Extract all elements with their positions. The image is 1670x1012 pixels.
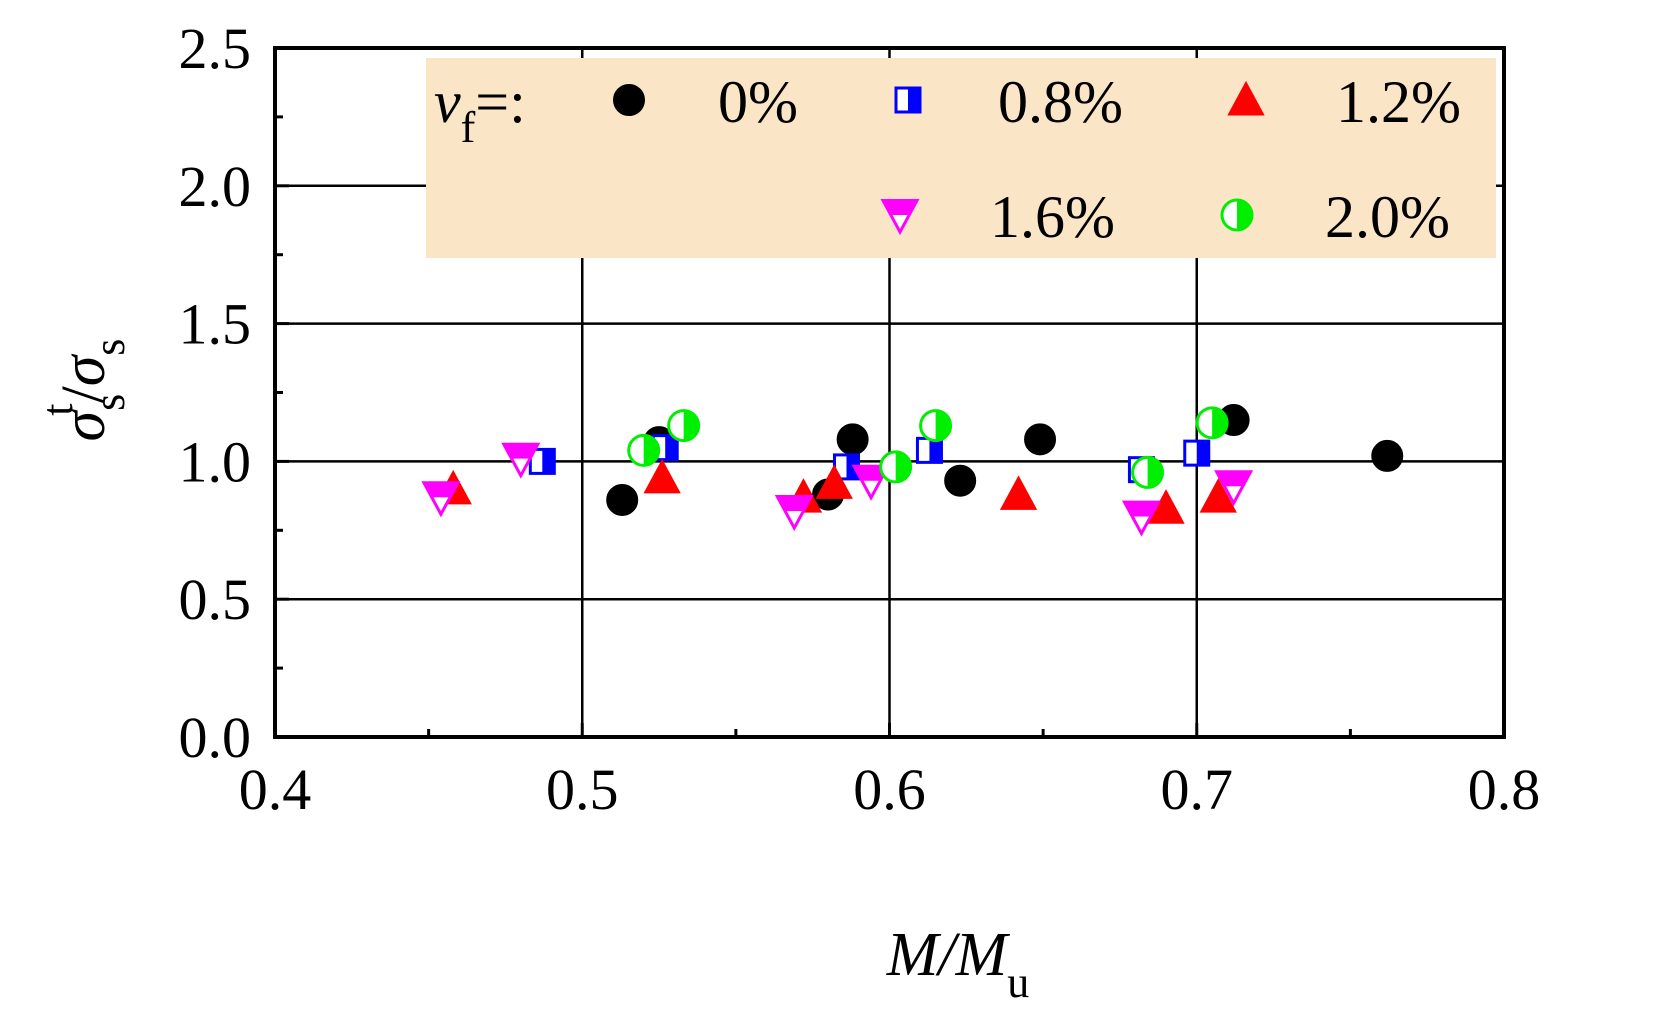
data-point-series-1 [1183,439,1211,467]
data-point-series-4 [879,450,913,484]
legend-marker-4 [1220,198,1254,232]
y-axis-title: σst/σs [33,339,134,442]
data-point-series-4 [919,409,953,443]
marker-fill [1237,200,1252,230]
data-point-series-2 [1199,478,1237,513]
data-point-series-4 [627,433,661,467]
marker-shape [643,458,681,494]
legend-marker-2 [1227,80,1265,116]
data-point-series-0 [606,483,639,516]
y-axis-title-main2: σ [50,353,118,386]
marker-fill [423,482,458,498]
marker-fill [503,444,538,459]
marker-shape [613,84,645,116]
legend-label-4: 2.0% [1325,184,1450,250]
marker-fill [935,410,951,441]
data-point-series-3 [774,495,814,532]
marker-fill [683,410,699,441]
legend-title-suffix: =: [475,69,526,135]
y-axis-title-sub: s [85,394,134,411]
legend: vf=: 0% 0.8% 1.2% 1.6% 2.0% [426,58,1496,258]
legend-label-1: 0.8% [998,69,1123,135]
legend-label-0: 0% [718,69,798,135]
marker-shape [1199,478,1237,513]
y-axis-title-main: σ [50,408,118,441]
data-point-series-2 [643,458,681,494]
data-point-series-2 [815,464,853,499]
marker-fill [883,200,917,215]
marker-fill [542,449,555,474]
marker-fill [643,435,659,466]
y-tick-label: 2.0 [179,154,252,219]
y-tick-label: 2.5 [179,16,252,81]
marker-fill [1212,407,1228,438]
x-axis-title-main: M/M [886,921,1011,989]
marker-fill [1216,471,1251,487]
marker-fill [846,454,859,479]
data-point-series-2 [999,475,1038,510]
y-tick-label: 1.5 [179,292,252,357]
data-point-series-0 [1371,439,1404,472]
legend-title: vf=: [434,69,526,152]
marker-shape [606,483,639,516]
legend-marker-1 [894,86,922,114]
legend-title-main: v [434,69,461,135]
tick-labels: 0.4 0.5 0.6 0.7 0.8 0.0 0.5 1.0 1.5 2.0 2.5 [179,16,1541,822]
legend-title-sub: f [461,103,476,152]
marker-shape [1227,80,1265,116]
y-axis-title-sup: t [33,404,82,416]
data-points [421,404,1404,537]
data-point-series-3 [421,481,461,518]
x-tick-label: 0.5 [546,757,619,822]
y-axis-title-sub2: s [85,339,134,356]
data-point-series-0 [1024,423,1057,456]
marker-shape [1147,489,1185,524]
data-point-series-3 [1214,470,1254,507]
data-point-series-4 [1131,455,1165,489]
marker-fill [777,496,812,512]
x-tick-label: 0.6 [853,757,926,822]
plot-frame [273,46,1506,739]
marker-fill [1147,457,1163,488]
marker-shape [999,475,1038,510]
marker-shape [944,464,977,497]
legend-label-2: 1.2% [1336,69,1461,135]
marker-shape [1371,439,1404,472]
x-axis-title: M/Mu [886,921,1030,1007]
data-point-series-1 [915,436,943,464]
marker-fill [895,451,911,482]
y-tick-label: 1.0 [179,429,252,494]
data-point-series-3 [1121,500,1161,537]
data-point-series-4 [1195,406,1229,440]
y-tick-label: 0.5 [179,567,252,632]
x-tick-label: 0.7 [1161,757,1234,822]
legend-background [426,58,1496,258]
y-axis-title-sep: / [50,386,118,404]
marker-fill [929,438,942,463]
x-tick-label: 0.8 [1468,757,1541,822]
data-point-series-2 [1147,489,1185,524]
marker-fill [665,435,678,460]
marker-shape [1024,423,1057,456]
x-axis-title-sub: u [1007,958,1029,1007]
data-point-series-3 [501,442,541,479]
data-point-series-0 [944,464,977,497]
marker-fill [908,88,920,112]
data-point-series-4 [667,409,701,443]
marker-shape [836,423,869,456]
legend-marker-0 [613,84,645,116]
legend-marker-3 [880,199,920,236]
marker-fill [1124,502,1159,517]
marker-shape [815,464,853,499]
data-point-series-0 [836,423,869,456]
x-tick-label: 0.4 [239,757,312,822]
y-tick-label: 0.0 [179,705,252,770]
legend-label-3: 1.6% [990,184,1115,250]
marker-fill [1196,441,1209,466]
